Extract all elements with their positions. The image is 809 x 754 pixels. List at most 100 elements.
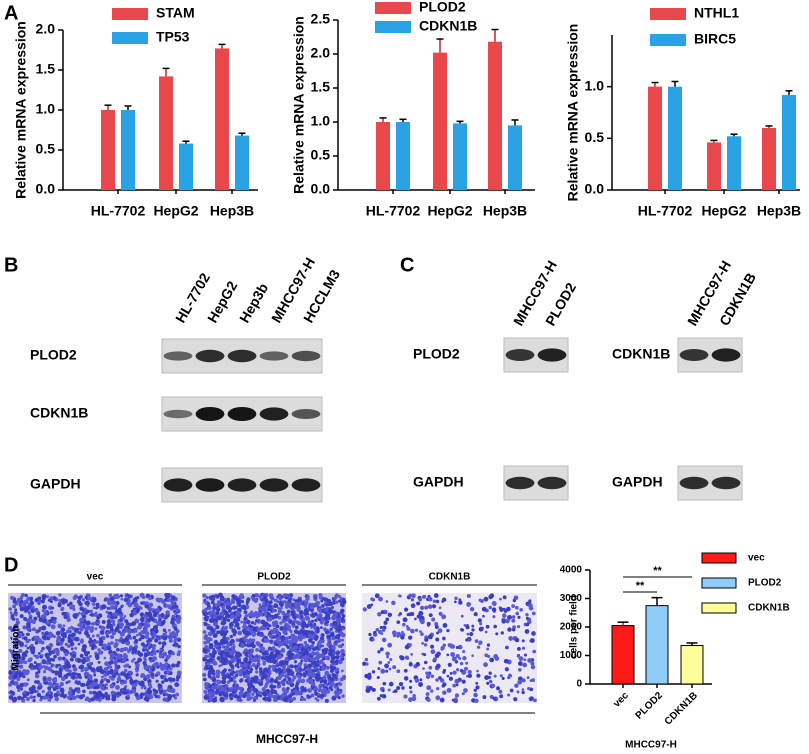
cell bbox=[428, 665, 433, 670]
cell bbox=[307, 688, 313, 693]
cell bbox=[105, 683, 108, 687]
cell bbox=[272, 689, 278, 695]
cell bbox=[303, 608, 309, 613]
cell bbox=[267, 616, 273, 622]
cell bbox=[77, 599, 81, 604]
cell bbox=[126, 601, 131, 606]
cell bbox=[315, 655, 320, 660]
cell bbox=[309, 604, 315, 610]
cell bbox=[501, 619, 506, 624]
cell bbox=[311, 611, 314, 614]
cell bbox=[150, 637, 154, 641]
cell bbox=[324, 615, 329, 621]
cell bbox=[101, 604, 107, 610]
cell bbox=[75, 627, 79, 632]
cell bbox=[236, 658, 242, 664]
cell bbox=[158, 654, 163, 659]
cell bbox=[24, 593, 28, 597]
cell bbox=[292, 696, 297, 701]
cell bbox=[259, 634, 263, 638]
cell bbox=[469, 606, 475, 612]
cell bbox=[339, 644, 343, 649]
cell bbox=[487, 675, 491, 679]
row-label: CDKN1B bbox=[612, 346, 670, 362]
cell bbox=[59, 681, 64, 687]
cell bbox=[385, 600, 389, 603]
cell bbox=[110, 641, 114, 645]
cell bbox=[266, 650, 270, 653]
cell bbox=[515, 605, 519, 610]
cell bbox=[408, 662, 413, 667]
cell bbox=[401, 630, 404, 634]
cell bbox=[324, 597, 329, 602]
cell bbox=[263, 667, 268, 672]
cell bbox=[23, 682, 28, 687]
cell bbox=[287, 677, 292, 682]
bar bbox=[396, 122, 410, 190]
legend-label: STAM bbox=[156, 5, 195, 21]
cell bbox=[333, 615, 337, 619]
cell bbox=[247, 677, 252, 681]
cell bbox=[85, 671, 90, 677]
cell bbox=[102, 645, 106, 649]
cell bbox=[221, 679, 227, 685]
cell bbox=[458, 656, 462, 660]
cell bbox=[292, 619, 297, 624]
cell bbox=[47, 686, 52, 691]
cell bbox=[208, 595, 214, 600]
cell bbox=[48, 682, 52, 686]
cell bbox=[41, 690, 45, 694]
cell bbox=[223, 648, 227, 653]
cell bbox=[204, 607, 208, 612]
cell bbox=[451, 656, 457, 662]
cell bbox=[245, 626, 250, 631]
cell bbox=[530, 664, 536, 670]
cell bbox=[17, 655, 21, 659]
cell bbox=[244, 652, 248, 656]
cell bbox=[162, 628, 167, 632]
bar bbox=[101, 110, 115, 190]
cell bbox=[160, 636, 163, 640]
cell bbox=[422, 667, 425, 670]
cell bbox=[381, 637, 387, 643]
cell bbox=[94, 653, 100, 659]
cell bbox=[513, 697, 518, 702]
cell bbox=[124, 619, 129, 624]
cell bbox=[232, 645, 236, 649]
cell bbox=[79, 617, 85, 623]
blot-band bbox=[195, 349, 225, 363]
cell bbox=[265, 688, 271, 694]
cell bbox=[171, 605, 176, 610]
cell bbox=[45, 660, 50, 665]
cell bbox=[161, 645, 165, 649]
cell bbox=[258, 678, 262, 683]
cell bbox=[59, 693, 63, 698]
cell bbox=[279, 641, 284, 647]
cell bbox=[371, 670, 376, 674]
cell bbox=[284, 696, 289, 701]
cell bbox=[171, 663, 176, 668]
blot-band bbox=[195, 478, 225, 492]
cell bbox=[103, 656, 107, 660]
cell bbox=[338, 627, 342, 631]
image-label: vec bbox=[87, 572, 104, 583]
cell bbox=[131, 650, 135, 654]
cell bbox=[303, 657, 309, 663]
cell bbox=[236, 626, 241, 630]
cell bbox=[132, 597, 138, 603]
cell bbox=[151, 656, 157, 662]
blot-band bbox=[291, 350, 321, 362]
cell bbox=[116, 676, 122, 682]
cell bbox=[88, 685, 93, 690]
cell bbox=[28, 638, 32, 642]
cell bbox=[48, 643, 54, 648]
cell bbox=[411, 696, 417, 702]
cell bbox=[10, 613, 15, 618]
cell bbox=[292, 675, 297, 680]
cell bbox=[492, 615, 496, 619]
cell bbox=[277, 681, 281, 686]
cell bbox=[38, 682, 42, 687]
y-tick-label: 4000 bbox=[560, 565, 583, 576]
cell bbox=[176, 637, 182, 642]
cell bbox=[385, 669, 389, 673]
